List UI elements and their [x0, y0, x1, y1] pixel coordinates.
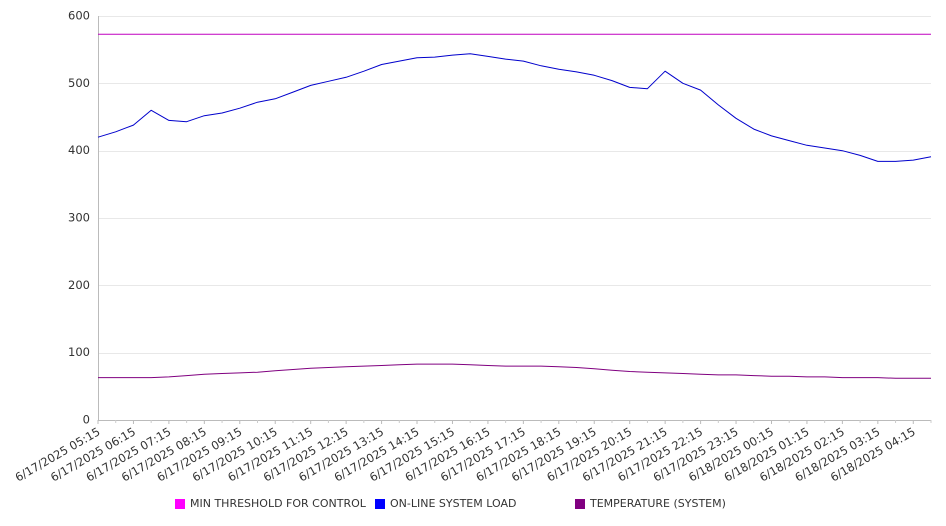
y-tick-label: 100: [68, 345, 90, 359]
y-tick-label: 300: [68, 211, 90, 225]
y-tick-label: 600: [68, 9, 90, 23]
series-line-temperature: [98, 363, 931, 379]
legend-swatch-temperature: [575, 498, 585, 509]
series-line-system-load: [97, 53, 932, 162]
legend: MIN THRESHOLD FOR CONTROL ON-LINE SYSTEM…: [0, 497, 946, 515]
series-lines: [97, 33, 932, 379]
y-tick-label: 400: [68, 143, 90, 157]
legend-item-system-load[interactable]: ON-LINE SYSTEM LOAD: [375, 497, 516, 510]
legend-item-temperature[interactable]: TEMPERATURE (SYSTEM): [575, 497, 726, 510]
x-axis-ticks: 6/17/2025 05:156/17/2025 06:156/17/2025 …: [13, 420, 932, 484]
y-tick-label: 0: [83, 413, 90, 427]
legend-swatch-threshold: [175, 498, 185, 509]
y-tick-label: 200: [68, 278, 90, 292]
axes: [98, 16, 931, 421]
legend-label-system-load: ON-LINE SYSTEM LOAD: [390, 497, 517, 510]
y-axis-ticks: 0 100 200 300 400 500 600: [68, 9, 90, 427]
legend-label-threshold: MIN THRESHOLD FOR CONTROL: [190, 497, 366, 510]
y-tick-label: 500: [68, 76, 90, 90]
legend-label-temperature: TEMPERATURE (SYSTEM): [590, 497, 726, 510]
grid: [98, 16, 931, 354]
legend-item-threshold[interactable]: MIN THRESHOLD FOR CONTROL: [175, 497, 366, 510]
legend-swatch-system-load: [375, 498, 385, 509]
